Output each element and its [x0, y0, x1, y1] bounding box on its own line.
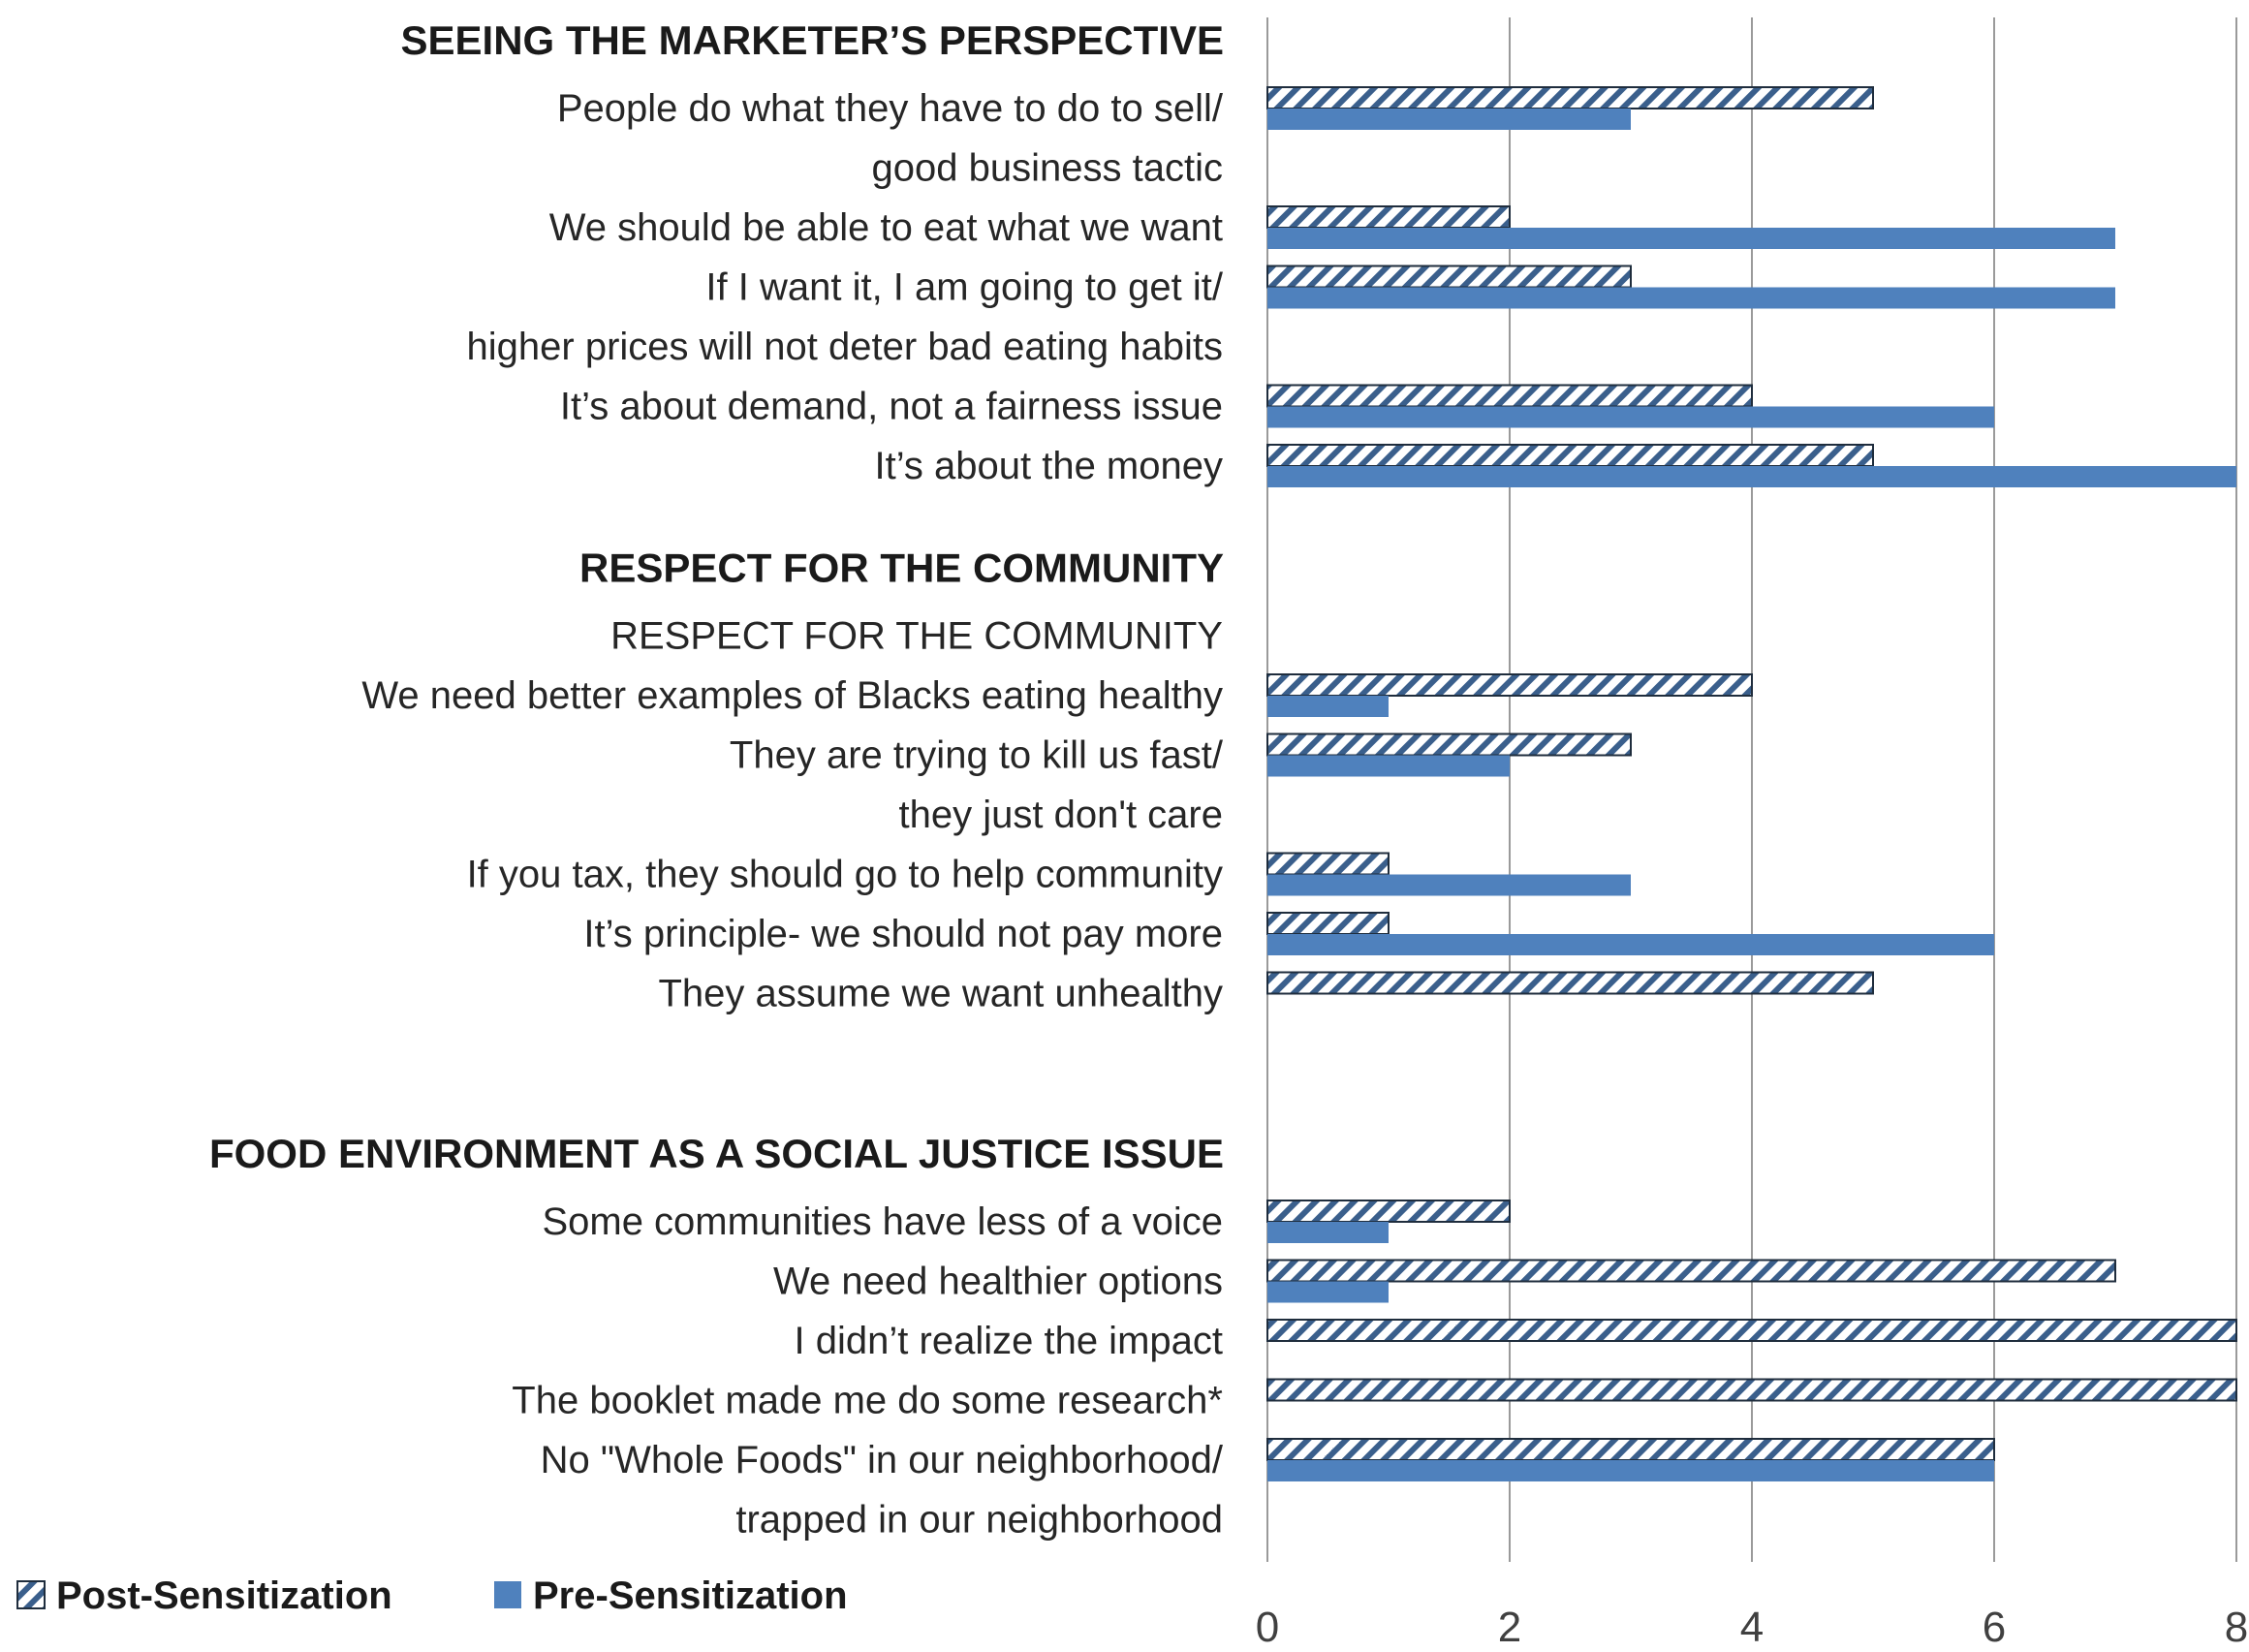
bar-post-2-1	[1266, 1259, 2116, 1283]
category-label-1-4: It’s principle- we should not pay more	[583, 913, 1223, 955]
bar-pre-1-1	[1267, 696, 1389, 717]
bar-pre-0-3	[1267, 406, 1994, 428]
category-label-1-0: RESPECT FOR THE COMMUNITY	[610, 615, 1223, 658]
category-label-1-5: They assume we want unhealthy	[658, 973, 1223, 1015]
bar-pre-2-1	[1267, 1281, 1389, 1303]
category-label-2-4-line2: trapped in our neighborhood	[735, 1499, 1223, 1542]
group-header-1: RESPECT FOR THE COMMUNITY	[579, 545, 1224, 591]
bar-post-0-0	[1266, 86, 1874, 109]
category-label-0-4: It’s about the money	[875, 445, 1224, 487]
bar-pre-0-2	[1267, 287, 2115, 309]
group-header-2: FOOD ENVIRONMENT AS A SOCIAL JUSTICE ISS…	[209, 1131, 1224, 1176]
legend-swatch-pre	[494, 1581, 521, 1608]
bars	[1266, 86, 2237, 1481]
bar-post-2-2	[1266, 1319, 2237, 1342]
x-tick-label-0: 0	[1256, 1604, 1279, 1647]
x-tick-label-4: 4	[1740, 1604, 1764, 1647]
category-label-1-2-line2: they just don't care	[899, 794, 1224, 836]
bar-post-1-3	[1266, 852, 1390, 876]
bar-pre-0-0	[1267, 109, 1631, 130]
bar-post-1-2	[1266, 732, 1632, 757]
category-label-1-3: If you tax, they should go to help commu…	[467, 854, 1223, 896]
x-axis: 0 2 4 6 8	[1256, 1604, 2248, 1651]
category-label-0-1: We should be able to eat what we want	[549, 206, 1223, 249]
bar-pre-0-4	[1267, 466, 2236, 487]
bar-post-2-4	[1266, 1438, 1995, 1461]
bar-pre-1-2	[1267, 755, 1510, 777]
legend-swatch-post	[16, 1580, 46, 1609]
x-tick-label-2: 2	[1498, 1604, 1521, 1647]
x-tick-label-6: 6	[1983, 1604, 2006, 1647]
bar-pre-1-3	[1267, 874, 1631, 896]
bar-post-1-5	[1266, 971, 1874, 995]
category-label-0-3: It’s about demand, not a fairness issue	[560, 386, 1223, 428]
category-label-0-0: People do what they have to do to sell/	[557, 87, 1224, 130]
group-header-0: SEEING THE MARKETER’S PERSPECTIVE	[401, 17, 1224, 63]
legend-label-post: Post-Sensitization	[56, 1574, 392, 1617]
category-label-2-2: I didn’t realize the impact	[795, 1320, 1223, 1362]
bar-post-0-4	[1266, 444, 1874, 467]
bar-post-0-1	[1266, 205, 1511, 229]
bar-post-0-3	[1266, 384, 1753, 408]
legend-label-pre: Pre-Sensitization	[533, 1574, 848, 1617]
category-label-0-2: If I want it, I am going to get it/	[705, 266, 1223, 309]
category-label-0-2-line2: higher prices will not deter bad eating …	[467, 326, 1223, 368]
bar-pre-0-1	[1267, 228, 2115, 249]
bar-post-1-4	[1266, 912, 1390, 935]
category-label-0-0-line2: good business tactic	[872, 147, 1223, 190]
category-labels: SEEING THE MARKETER’S PERSPECTIVE People …	[209, 17, 1224, 1542]
category-label-2-4: No "Whole Foods" in our neighborhood/	[541, 1439, 1224, 1481]
bar-pre-1-4	[1267, 934, 1994, 955]
legend: Post-Sensitization Pre-Sensitization	[16, 1574, 848, 1617]
category-label-2-1: We need healthier options	[773, 1261, 1223, 1303]
category-label-1-1: We need better examples of Blacks eating…	[361, 674, 1223, 717]
bar-pre-2-0	[1267, 1222, 1389, 1243]
bar-pre-2-4	[1267, 1460, 1994, 1481]
bar-post-1-1	[1266, 673, 1753, 697]
x-tick-label-8: 8	[2225, 1604, 2248, 1647]
category-label-2-3: The booklet made me do some research*	[512, 1380, 1223, 1422]
bar-post-2-0	[1266, 1200, 1511, 1223]
bar-post-0-2	[1266, 265, 1632, 289]
category-label-1-2: They are trying to kill us fast/	[730, 734, 1224, 777]
bar-post-2-3	[1266, 1378, 2237, 1402]
category-label-2-0: Some communities have less of a voice	[542, 1200, 1223, 1243]
